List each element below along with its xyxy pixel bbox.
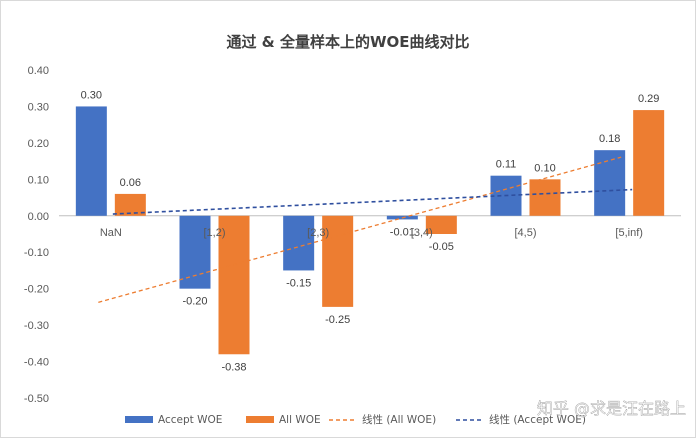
chart-title: 通过 & 全量样本上的WOE曲线对比 [226, 33, 470, 51]
y-tick-label: -0.10 [24, 247, 49, 259]
y-tick-label: -0.50 [24, 393, 49, 405]
x-category-label: [2,3) [307, 227, 329, 239]
all-woe-data-label: 0.06 [120, 177, 141, 189]
x-category-label: [3,4) [411, 227, 433, 239]
y-tick-label: 0.30 [28, 101, 49, 113]
accept-woe-bar [75, 106, 107, 216]
legend-trend-all-woe-label: 线性 (All WOE) [362, 413, 436, 426]
legend-accept-woe-swatch [125, 416, 153, 423]
all-woe-bar [218, 215, 250, 355]
y-tick-label: 0.40 [28, 65, 49, 77]
y-tick-label: 0.10 [28, 174, 49, 186]
trendline-accept-woe [112, 188, 633, 215]
y-tick-label: -0.40 [24, 357, 49, 369]
accept-woe-data-label: 0.18 [599, 133, 620, 145]
watermark-text: 知乎 @求是汪在路上 [537, 399, 686, 418]
accept-woe-data-label: 0.30 [81, 89, 102, 101]
accept-woe-bar [179, 215, 211, 289]
all-woe-bar [633, 110, 665, 216]
trendline-all-woe [98, 156, 622, 304]
all-woe-bar [529, 179, 561, 216]
all-woe-data-label: -0.05 [429, 241, 454, 253]
legend-trend-accept-woe-label: 线性 (Accept WOE) [489, 413, 586, 426]
y-tick-label: -0.30 [24, 320, 49, 332]
all-woe-bar [322, 215, 354, 307]
all-woe-data-label: 0.10 [534, 162, 555, 174]
x-category-label: [1,2) [203, 227, 225, 239]
accept-woe-data-label: 0.11 [496, 159, 517, 171]
accept-woe-bar [283, 215, 315, 271]
accept-woe-data-label: -0.01 [390, 226, 415, 238]
all-woe-data-label: 0.29 [638, 93, 659, 105]
accept-woe-data-label: -0.15 [286, 277, 311, 289]
accept-woe-data-label: -0.20 [182, 296, 207, 308]
all-woe-bar [114, 193, 146, 216]
y-tick-label: 0.00 [28, 211, 49, 223]
all-woe-data-label: -0.25 [325, 314, 350, 326]
legend-all-woe-label: All WOE [279, 414, 321, 426]
y-tick-label: -0.20 [24, 284, 49, 296]
all-woe-bar [425, 215, 457, 234]
x-category-label: NaN [100, 227, 122, 239]
legend-accept-woe-label: Accept WOE [158, 414, 222, 426]
legend-all-woe-swatch [246, 416, 274, 423]
x-category-label: [4,5) [514, 227, 536, 239]
y-tick-label: 0.20 [28, 138, 49, 150]
x-category-label: [5,inf) [615, 227, 643, 239]
accept-woe-bar [594, 150, 626, 216]
all-woe-data-label: -0.38 [221, 361, 246, 373]
